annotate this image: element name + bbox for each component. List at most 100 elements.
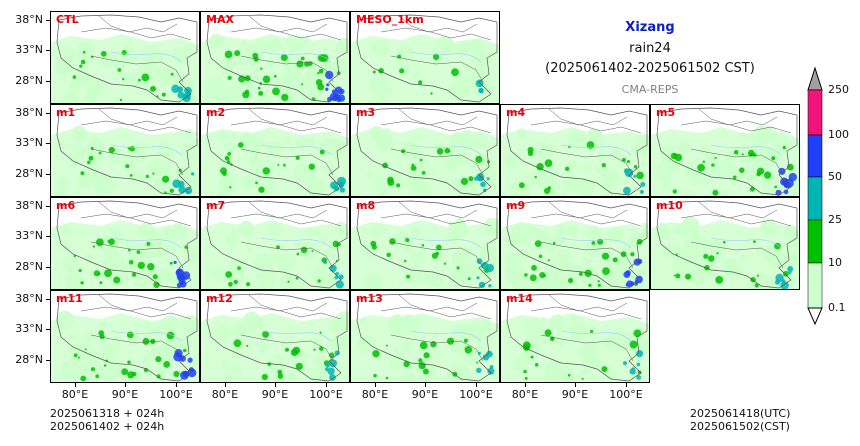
rain-patch [567,130,586,149]
rain-patch [457,42,471,56]
rain-patch [503,152,520,169]
rain-patch [233,339,242,348]
rain-patch [87,160,91,165]
rain-patch [329,374,336,381]
x-tick-mark [75,383,76,387]
rain-patch [401,60,407,67]
internal-boundary [90,334,184,362]
river-line [560,237,632,249]
map-panel-m3: m3 [350,104,500,197]
rain-patch [254,44,263,53]
rain-patch [258,90,264,96]
region-boundary [206,107,348,196]
rain-patch [299,241,318,260]
rain-patch [158,141,169,151]
rain-patch [239,344,245,349]
rain-patch [242,174,257,189]
rain-patch [317,83,325,91]
rain-patch [476,258,483,265]
rain-patch [544,159,553,167]
rain-patch [281,93,289,102]
panel-label: m10 [656,199,683,212]
rain-patch [176,282,183,288]
rain-patch [67,271,73,276]
rain-patch [75,363,94,381]
internal-boundary [240,241,334,269]
map-panel-m10: m10 [650,197,800,290]
internal-boundary [690,241,784,269]
rain-patch [127,241,133,247]
rain-patch [521,175,537,190]
river-line [110,237,182,249]
internal-boundary [380,120,492,134]
rain-patch [553,334,567,347]
rain-patch [360,317,367,324]
rain-patch [608,148,621,161]
rain-patch [85,77,104,97]
rain-patch [151,326,163,338]
rain-patch [299,169,314,184]
rain-patch [539,236,546,244]
rain-patch [238,221,255,237]
rain-patch [128,260,134,265]
rain-patch [636,375,642,380]
rain-patch [581,367,590,376]
x-tick-label: 100°E [609,388,643,401]
map-panel-m1: m1 [50,104,200,197]
rain-patch [156,239,161,244]
rain-patch [433,333,438,339]
rain-patch [159,66,179,86]
rain-patch [241,40,247,46]
rain-patch [330,58,347,75]
rain-patch [285,347,289,352]
x-tick-label: 80°E [361,388,389,401]
rain-patch [159,348,175,364]
rain-patch [184,128,194,138]
rain-patch [248,326,257,335]
dry-area [101,14,163,36]
rain-patch [401,371,416,382]
internal-boundary [690,148,784,176]
rain-patch [715,170,721,176]
rain-patch [80,59,86,65]
rain-patch [767,150,774,158]
rain-patch [741,153,744,156]
rain-patch [467,158,476,167]
rain-patch [127,360,131,365]
river-line [710,144,782,156]
internal-boundary [98,108,178,126]
rain-patch [538,254,543,259]
rain-patch [251,151,259,159]
rain-patch [231,348,241,359]
internal-boundary [90,241,184,269]
rain-patch [295,136,309,150]
internal-boundary [540,334,634,362]
rain-patch [129,174,133,177]
rain-patch [95,364,107,377]
rain-patch [711,163,715,167]
rain-patch [405,237,410,243]
rain-patch [117,68,122,72]
rain-patch [76,64,89,78]
rain-patch [220,359,230,369]
y-tick-label: 38°N [15,199,43,212]
x-tick-label: 80°E [211,388,239,401]
rain-patch [166,331,175,340]
rain-patch [253,69,260,75]
rain-patch [419,341,428,350]
map-canvas [501,293,649,382]
rain-patch [751,125,771,146]
rain-patch [262,330,270,338]
rain-patch [163,149,174,160]
rain-patch [80,281,84,285]
rain-patch [486,177,490,181]
rain-patch [313,228,321,236]
rain-patch [486,350,493,358]
map-panel-m11: m11 [50,290,200,383]
rain-patch [90,367,96,372]
rain-patch [641,161,647,167]
rain-patch [100,50,107,57]
rain-patch [696,156,701,161]
rain-patch [576,372,582,379]
rain-patch [247,134,264,151]
